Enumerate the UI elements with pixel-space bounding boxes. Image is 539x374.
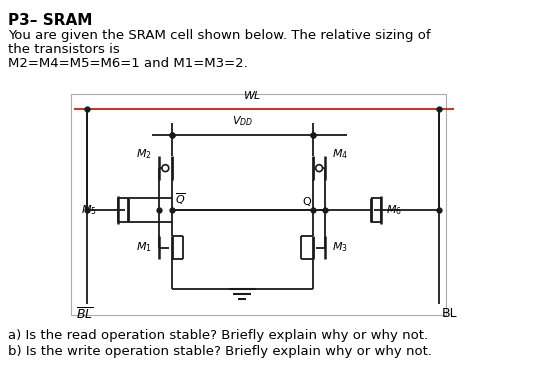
- Text: $\overline{BL}$: $\overline{BL}$: [77, 307, 94, 322]
- Text: Q: Q: [302, 197, 311, 207]
- Text: a) Is the read operation stable? Briefly explain why or why not.: a) Is the read operation stable? Briefly…: [8, 329, 429, 342]
- Text: $M_4$: $M_4$: [332, 147, 348, 161]
- Text: WL: WL: [244, 91, 261, 101]
- Text: $M_1$: $M_1$: [136, 240, 152, 254]
- Text: the transistors is: the transistors is: [8, 43, 120, 56]
- Text: $\overline{Q}$: $\overline{Q}$: [175, 191, 185, 207]
- Text: BL: BL: [442, 307, 458, 320]
- Bar: [72, 94, 446, 315]
- Text: b) Is the write operation stable? Briefly explain why or why not.: b) Is the write operation stable? Briefl…: [8, 345, 432, 358]
- Text: M2=M4=M5=M6=1 and M1=M3=2.: M2=M4=M5=M6=1 and M1=M3=2.: [8, 57, 248, 70]
- Text: $M_2$: $M_2$: [136, 147, 152, 161]
- Text: $M_5$: $M_5$: [81, 203, 97, 217]
- Text: You are given the SRAM cell shown below. The relative sizing of: You are given the SRAM cell shown below.…: [8, 29, 431, 42]
- Text: $M_6$: $M_6$: [386, 203, 402, 217]
- Text: $M_3$: $M_3$: [332, 240, 348, 254]
- Text: P3– SRAM: P3– SRAM: [8, 13, 93, 28]
- Text: $V_{DD}$: $V_{DD}$: [232, 115, 253, 128]
